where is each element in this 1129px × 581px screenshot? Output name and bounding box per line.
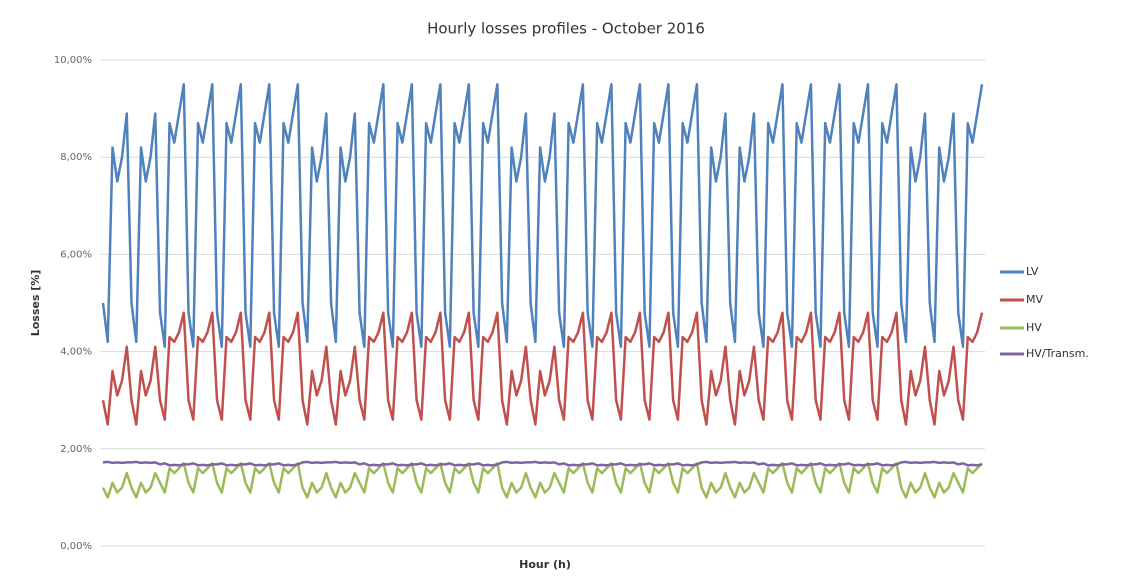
y-tick-label: 8,00%	[60, 152, 92, 163]
series-line	[101, 462, 983, 499]
y-tick-label: 2,00%	[60, 444, 92, 455]
legend-label: LV	[1026, 265, 1039, 278]
y-tick-label: 10,00%	[54, 55, 92, 66]
y-tick-label: 6,00%	[60, 249, 92, 260]
legend-label: HV	[1026, 321, 1042, 334]
y-tick-label: 0,00%	[60, 541, 92, 552]
legend-label: MV	[1026, 293, 1043, 306]
x-axis-title: Hour (h)	[519, 558, 571, 571]
series-line	[101, 83, 984, 348]
series-line	[101, 311, 984, 426]
legend-label: HV/Transm.	[1026, 347, 1089, 360]
y-tick-label: 4,00%	[60, 347, 92, 358]
y-axis-title: Losses [%]	[29, 270, 42, 337]
series-line	[102, 460, 983, 467]
chart-title: Hourly losses profiles - October 2016	[427, 20, 705, 38]
